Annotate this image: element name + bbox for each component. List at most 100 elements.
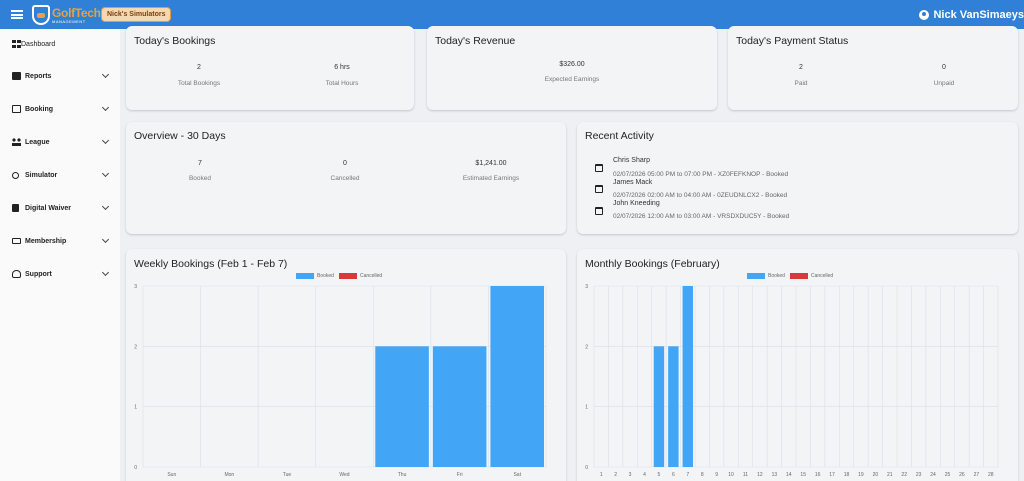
sidebar-item-simulator[interactable]: Simulator [0, 165, 120, 185]
x-tick-label: 24 [930, 472, 936, 478]
x-tick-label: 21 [887, 472, 893, 478]
chevron-down-icon [101, 202, 110, 211]
x-tick-label: 22 [901, 472, 907, 478]
chevron-down-icon [101, 169, 110, 178]
total-bookings-label: Total Bookings [177, 80, 221, 87]
x-tick-label: 10 [728, 472, 734, 478]
cancelled-label: Cancelled [330, 175, 360, 182]
y-tick-label: 2 [585, 344, 588, 350]
chevron-down-icon [101, 136, 110, 145]
revenue-label: Expected Earnings [544, 76, 600, 83]
sidebar-item-membership[interactable]: Membership [0, 231, 120, 251]
paid-value: 2 [799, 64, 803, 71]
x-tick-label: 6 [672, 472, 675, 478]
sidebar-item-support[interactable]: Support [0, 264, 120, 284]
cancelled-value: 0 [343, 160, 347, 167]
x-tick-label: 11 [743, 472, 748, 478]
unpaid-label: Unpaid [933, 80, 955, 87]
y-tick-label: 3 [134, 284, 137, 290]
location-badge[interactable]: Nick's Simulators [101, 7, 172, 22]
sidebar-item-booking[interactable]: Booking [0, 99, 120, 119]
todays-revenue-card: Today's Revenue $326.00 Expected Earning… [427, 26, 717, 110]
reports-icon [12, 72, 21, 80]
x-tick-label: 14 [786, 472, 792, 478]
x-tick-label: 15 [800, 472, 806, 478]
overview-card: Overview - 30 Days 7 Booked 0 Cancelled … [126, 122, 566, 234]
x-tick-label: 26 [959, 472, 965, 478]
dashboard-icon [12, 40, 21, 48]
sidebar-item-reports[interactable]: Reports [0, 66, 120, 86]
x-tick-label: Tue [283, 472, 292, 478]
paid-label: Paid [794, 80, 808, 87]
chart-title: Weekly Bookings (Feb 1 - Feb 7) [134, 258, 288, 270]
x-tick-label: 23 [916, 472, 922, 478]
logo-shield-icon [32, 4, 50, 25]
bar-booked-5 [653, 346, 665, 467]
legend-label-booked: Booked [317, 273, 334, 279]
x-tick-label: 13 [772, 472, 778, 478]
chevron-down-icon [101, 103, 110, 112]
calendar-icon [595, 164, 603, 172]
weekly-bookings-chart: 0 1 2 3 Sun Mon Tue Wed Thu Fri Sat [134, 284, 547, 478]
chart-legend: Booked Cancelled [296, 273, 382, 279]
booked-value: 7 [198, 160, 202, 167]
pin-icon [12, 171, 19, 179]
total-hours-value: 6 hrs [334, 64, 350, 71]
account-circle-icon [919, 9, 930, 20]
chevron-down-icon [101, 70, 110, 79]
x-tick-label: 25 [945, 472, 951, 478]
estimated-earnings-value: $1,241.00 [475, 160, 507, 167]
menu-icon[interactable] [11, 10, 23, 19]
people-icon [12, 138, 21, 146]
total-bookings-value: 2 [197, 64, 201, 71]
revenue-value: $326.00 [559, 61, 585, 68]
user-menu[interactable]: Nick VanSimaeys [919, 0, 1024, 29]
legend-label-cancelled: Cancelled [810, 273, 834, 279]
x-tick-label: 7 [686, 472, 689, 478]
sidebar-item-label: Digital Waiver [25, 204, 72, 212]
x-tick-label: 4 [643, 472, 646, 478]
estimated-earnings-label: Estimated Earnings [462, 175, 520, 182]
sidebar: Dashboard Reports Booking League Simulat… [0, 29, 120, 481]
x-tick-label: 19 [858, 472, 864, 478]
sidebar-item-dashboard[interactable]: Dashboard [0, 34, 120, 54]
todays-bookings-card: Today's Bookings 2 Total Bookings 6 hrs … [126, 26, 414, 110]
total-hours-label: Total Hours [325, 80, 359, 87]
calendar-icon [595, 207, 603, 215]
activity-name: John Kneeding [613, 200, 660, 207]
sidebar-item-league[interactable]: League [0, 132, 120, 152]
x-tick-label: Sun [167, 472, 176, 478]
chevron-down-icon [101, 235, 110, 244]
x-tick-label: 1 [600, 472, 603, 478]
bar-booked-Fri [432, 346, 487, 467]
y-tick-label: 2 [134, 344, 137, 350]
bar-booked-Sat [490, 286, 544, 467]
x-tick-label: 12 [757, 472, 763, 478]
monthly-bookings-card: Monthly Bookings (February) Booked Cance… [577, 249, 1018, 481]
bar-booked-Thu [375, 346, 429, 467]
legend-swatch-booked [747, 273, 765, 279]
x-tick-label: 16 [815, 472, 821, 478]
calendar-icon [12, 105, 21, 113]
legend-label-cancelled: Cancelled [359, 273, 383, 279]
card-title: Overview - 30 Days [134, 130, 226, 142]
app-logo[interactable]: GolfTech MANAGEMENT [32, 3, 101, 27]
x-tick-label: 9 [715, 472, 718, 478]
logo-text: GolfTech [52, 5, 101, 20]
document-icon [12, 204, 19, 212]
payment-status-card: Today's Payment Status 2 Paid 0 Unpaid [728, 26, 1018, 110]
sidebar-item-label: Dashboard [21, 40, 56, 48]
monitor-icon [12, 238, 21, 244]
activity-name: Chris Sharp [613, 157, 650, 164]
sidebar-item-label: Simulator [25, 171, 58, 179]
y-tick-label: 3 [585, 284, 588, 290]
x-tick-label: Mon [224, 472, 234, 478]
activity-detail: 02/07/2026 05:00 PM to 07:00 PM - XZ0FEF… [613, 171, 789, 178]
x-tick-label: 18 [844, 472, 850, 478]
sidebar-item-digital-waiver[interactable]: Digital Waiver [0, 198, 120, 218]
x-tick-label: Sat [513, 472, 521, 478]
support-icon [12, 270, 21, 278]
calendar-icon [595, 185, 603, 193]
legend-swatch-booked [296, 273, 314, 279]
y-tick-label: 1 [134, 405, 137, 411]
